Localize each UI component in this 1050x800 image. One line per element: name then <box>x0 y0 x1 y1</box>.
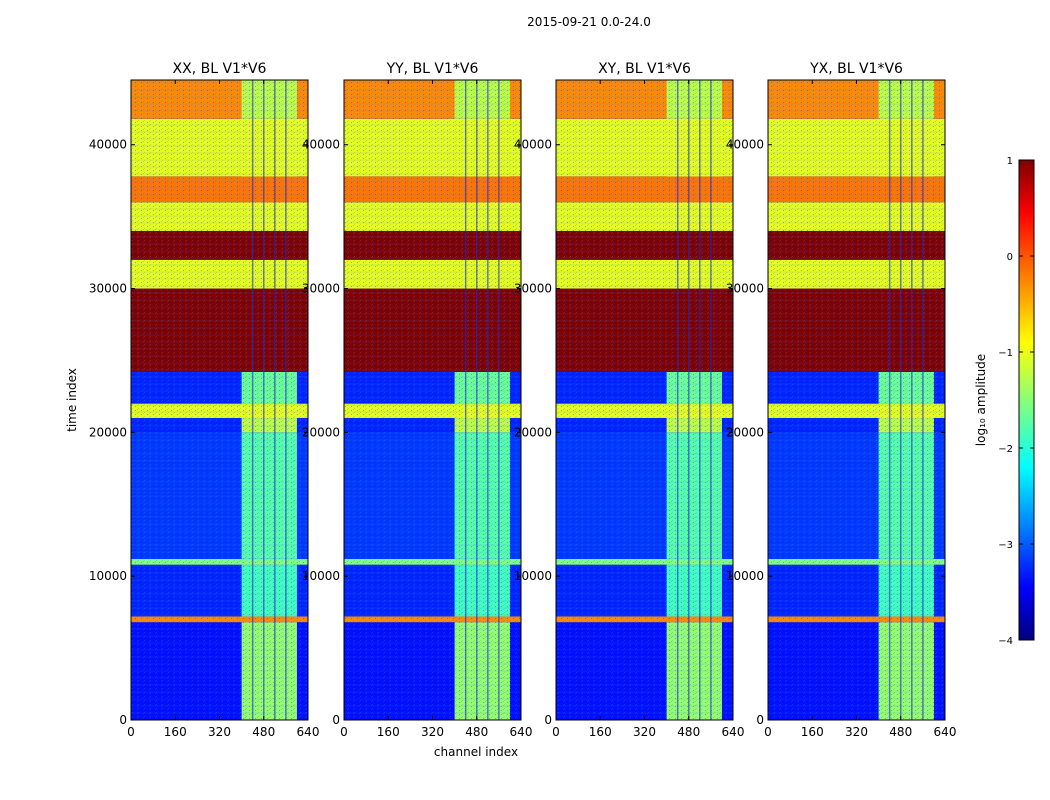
x-tick-label: 320 <box>633 725 656 739</box>
colorbar-tick-label: −2 <box>998 444 1013 455</box>
panel-4: YX, BL V1*V6 0 160 320 480 640 0 10000 20000 3000… <box>726 61 957 739</box>
x-tick-label: 320 <box>845 725 868 739</box>
y-tick-label: 40000 <box>726 138 764 152</box>
y-tick-label: 20000 <box>302 425 340 439</box>
y-tick-label: 20000 <box>514 425 552 439</box>
y-tick-label: 0 <box>332 713 340 727</box>
x-tick-label: 480 <box>677 725 700 739</box>
x-tick-label: 640 <box>722 725 745 739</box>
colorbar-tick-label: −4 <box>998 636 1013 647</box>
x-tick-label: 0 <box>127 725 135 739</box>
y-tick-label: 40000 <box>89 138 127 152</box>
y-tick-label: 0 <box>119 713 127 727</box>
colorbar-tick-label: 1 <box>1007 156 1013 167</box>
panel-3: XY, BL V1*V6 0 160 320 480 640 0 10000 20000 3000… <box>514 61 745 739</box>
y-tick-label: 30000 <box>89 282 127 296</box>
colorbar: 1 0 −1 −2 −3 −4 log₁₀ amplitude <box>974 156 1035 647</box>
colorbar-ticks: 1 0 −1 −2 −3 −4 <box>998 156 1034 647</box>
noise-texture <box>556 80 733 720</box>
colorbar-gradient <box>1018 159 1035 641</box>
x-tick-label: 160 <box>589 725 612 739</box>
y-tick-label: 40000 <box>514 138 552 152</box>
x-tick-label: 640 <box>934 725 957 739</box>
x-tick-label: 320 <box>421 725 444 739</box>
y-tick-label: 10000 <box>302 569 340 583</box>
colorbar-tick-label: −3 <box>998 540 1013 551</box>
x-tick-label: 0 <box>764 725 772 739</box>
panel-title: XX, BL V1*V6 <box>173 61 267 77</box>
x-tick-label: 160 <box>164 725 187 739</box>
x-tick-label: 320 <box>208 725 231 739</box>
x-axis-label: channel index <box>434 745 518 759</box>
y-tick-label: 10000 <box>726 569 764 583</box>
x-tick-label: 0 <box>340 725 348 739</box>
y-tick-label: 0 <box>544 713 552 727</box>
y-tick-label: 20000 <box>89 425 127 439</box>
y-tick-label: 10000 <box>514 569 552 583</box>
y-tick-label: 10000 <box>89 569 127 583</box>
panel-title: YY, BL V1*V6 <box>386 61 479 77</box>
x-tick-label: 480 <box>252 725 275 739</box>
panel-title: XY, BL V1*V6 <box>598 61 691 77</box>
x-tick-label: 480 <box>889 725 912 739</box>
colorbar-tick-label: −1 <box>998 348 1013 359</box>
figure-suptitle: 2015-09-21 0.0-24.0 <box>527 15 651 29</box>
noise-texture <box>131 80 308 720</box>
x-tick-label: 480 <box>465 725 488 739</box>
y-tick-label: 30000 <box>726 282 764 296</box>
panel-2: YY, BL V1*V6 0 160 320 480 640 0 10000 20000 3000… <box>302 61 533 739</box>
y-tick-label: 30000 <box>514 282 552 296</box>
x-tick-label: 160 <box>377 725 400 739</box>
y-tick-label: 0 <box>756 713 764 727</box>
panel-1: XX, BL V1*V6 0 160 320 480 640 0 10000 20000 3000… <box>89 61 320 739</box>
noise-texture <box>344 80 521 720</box>
x-tick-label: 640 <box>297 725 320 739</box>
y-axis-label: time index <box>65 368 79 432</box>
x-tick-label: 640 <box>510 725 533 739</box>
x-tick-label: 0 <box>552 725 560 739</box>
panel-title: YX, BL V1*V6 <box>809 61 903 77</box>
y-tick-label: 30000 <box>302 282 340 296</box>
y-tick-label: 20000 <box>726 425 764 439</box>
colorbar-tick-label: 0 <box>1007 252 1013 263</box>
x-tick-label: 160 <box>801 725 824 739</box>
heatmap-panels: XX, BL V1*V6 0 160 320 480 640 0 10000 20000 3000… <box>89 61 957 739</box>
y-tick-label: 40000 <box>302 138 340 152</box>
noise-texture <box>768 80 945 720</box>
colorbar-label: log₁₀ amplitude <box>974 354 988 446</box>
